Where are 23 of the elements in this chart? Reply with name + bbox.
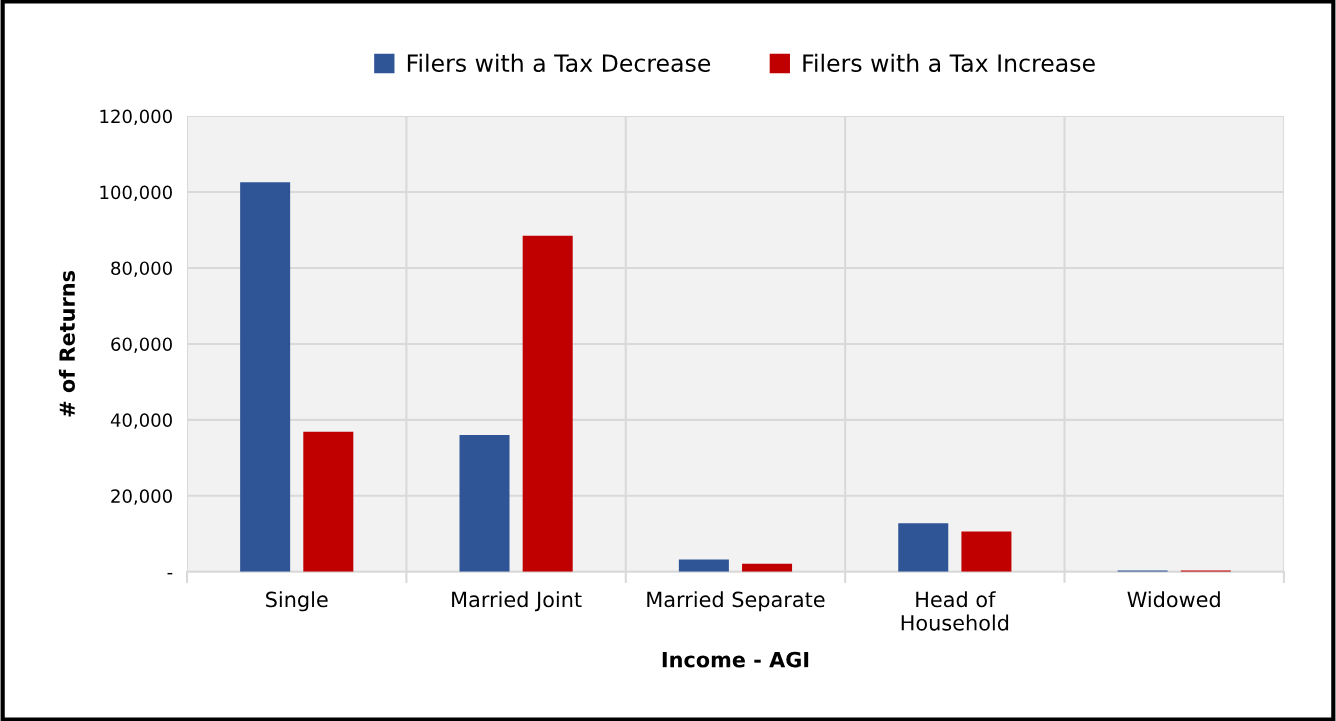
y-axis-title: # of Returns <box>58 271 75 417</box>
y-tick-label: 80,000 <box>111 261 172 277</box>
x-tick-label: Single <box>266 591 328 612</box>
y-tick-label: 40,000 <box>110 413 172 429</box>
x-tick-label: Widowed <box>1127 591 1220 608</box>
bar <box>522 235 573 572</box>
y-tick-label: 100,000 <box>100 185 172 201</box>
x-tick-label: Married Separate <box>647 591 825 612</box>
x-tick-label: Head of Household <box>901 591 1009 631</box>
y-tick-label: 20,000 <box>111 489 172 505</box>
y-tick-label: 60,000 <box>111 337 172 353</box>
x-tick-label: Married Joint <box>452 591 582 612</box>
bar <box>459 435 510 572</box>
bar <box>961 531 1012 572</box>
y-tick-label: 120,000 <box>100 109 172 126</box>
bar <box>898 523 949 572</box>
legend-label: Filers with a Tax Decrease <box>407 53 711 73</box>
x-axis-title: Income - AGI <box>662 651 809 668</box>
bar <box>678 559 729 572</box>
bar <box>303 431 354 572</box>
bar <box>240 182 291 572</box>
legend-label: Filers with a Tax Increase <box>803 53 1095 73</box>
y-tick-label: - <box>167 572 173 575</box>
